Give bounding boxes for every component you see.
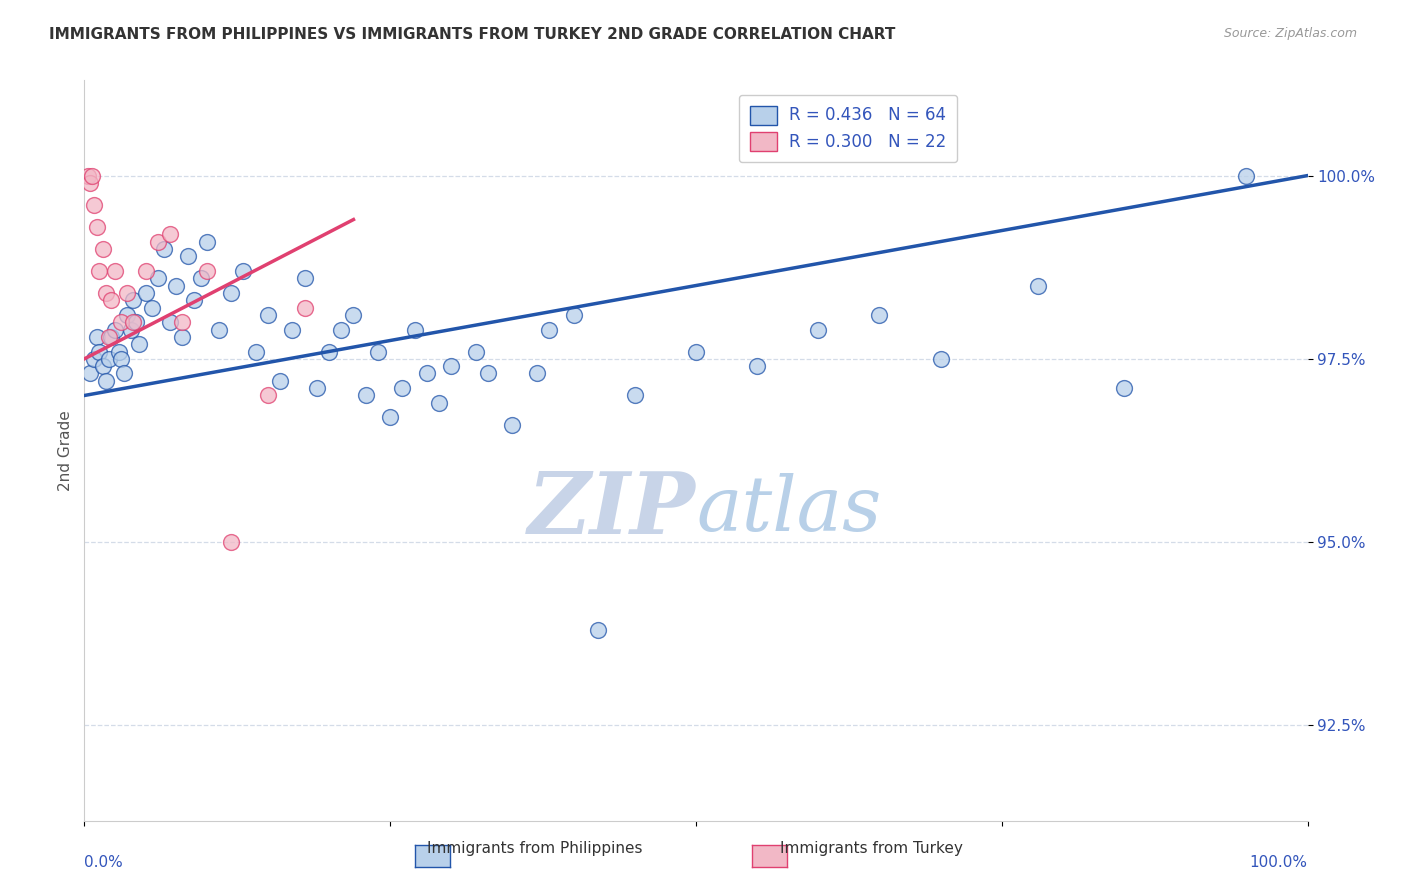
Point <box>165 278 187 293</box>
Point <box>404 322 426 336</box>
Point <box>77 169 100 183</box>
Point <box>100 293 122 308</box>
Point <box>96 374 118 388</box>
Point <box>367 344 389 359</box>
Point <box>128 337 150 351</box>
Point <box>257 388 280 402</box>
Point <box>929 351 952 366</box>
Point <box>125 315 148 329</box>
Point <box>354 388 377 402</box>
Point <box>141 301 163 315</box>
Point <box>122 315 145 329</box>
Point <box>294 271 316 285</box>
Point <box>122 293 145 308</box>
Point <box>245 344 267 359</box>
Point <box>172 330 194 344</box>
Point <box>1028 278 1050 293</box>
Point <box>281 322 304 336</box>
Point <box>416 367 439 381</box>
Point <box>440 359 463 373</box>
Point <box>104 264 127 278</box>
Point <box>391 381 413 395</box>
Point <box>685 344 707 359</box>
Point <box>91 242 114 256</box>
Point <box>624 388 647 402</box>
Point <box>269 374 291 388</box>
Point <box>91 359 114 373</box>
Point <box>96 285 118 300</box>
Point <box>1114 381 1136 395</box>
Point <box>100 330 122 344</box>
Point <box>195 235 218 249</box>
Point <box>83 198 105 212</box>
Text: Source: ZipAtlas.com: Source: ZipAtlas.com <box>1223 27 1357 40</box>
Point <box>464 344 486 359</box>
Point <box>177 249 200 263</box>
Point <box>183 293 205 308</box>
Point <box>97 330 120 344</box>
Text: 100.0%: 100.0% <box>1250 855 1308 871</box>
Point <box>305 381 328 395</box>
Point <box>1236 169 1258 183</box>
Text: atlas: atlas <box>696 473 882 547</box>
Point <box>80 169 103 183</box>
Text: Immigrants from Turkey: Immigrants from Turkey <box>780 841 963 856</box>
Point <box>502 417 524 432</box>
Point <box>83 351 105 366</box>
Point <box>115 285 138 300</box>
Y-axis label: 2nd Grade: 2nd Grade <box>58 410 73 491</box>
Legend: R = 0.436   N = 64, R = 0.300   N = 22: R = 0.436 N = 64, R = 0.300 N = 22 <box>740 95 957 161</box>
Point <box>190 271 212 285</box>
Point <box>538 322 561 336</box>
Point <box>135 264 157 278</box>
Point <box>562 308 585 322</box>
Point <box>120 322 142 336</box>
Point <box>86 219 108 234</box>
Point <box>869 308 891 322</box>
Point <box>586 623 609 637</box>
Point <box>79 176 101 190</box>
Point <box>97 351 120 366</box>
Point <box>232 264 254 278</box>
Point <box>257 308 280 322</box>
Text: Immigrants from Philippines: Immigrants from Philippines <box>426 841 643 856</box>
Point <box>87 344 110 359</box>
Point <box>219 285 242 300</box>
Point <box>172 315 194 329</box>
Point <box>318 344 340 359</box>
Point <box>135 285 157 300</box>
Point <box>110 315 132 329</box>
Point <box>807 322 830 336</box>
Point <box>112 367 135 381</box>
Point <box>526 367 548 381</box>
Point <box>146 271 169 285</box>
Point <box>208 322 231 336</box>
Point <box>79 367 101 381</box>
Point <box>110 351 132 366</box>
Text: IMMIGRANTS FROM PHILIPPINES VS IMMIGRANTS FROM TURKEY 2ND GRADE CORRELATION CHAR: IMMIGRANTS FROM PHILIPPINES VS IMMIGRANT… <box>49 27 896 42</box>
Point <box>294 301 316 315</box>
Text: ZIP: ZIP <box>529 468 696 551</box>
Point <box>195 264 218 278</box>
Point <box>146 235 169 249</box>
Point <box>159 315 181 329</box>
Point <box>153 242 176 256</box>
Point <box>477 367 499 381</box>
Point <box>427 396 450 410</box>
Point <box>342 308 364 322</box>
Point <box>107 344 129 359</box>
Point <box>115 308 138 322</box>
Point <box>747 359 769 373</box>
Text: 0.0%: 0.0% <box>84 855 124 871</box>
Point <box>330 322 353 336</box>
Point <box>159 227 181 242</box>
Point <box>86 330 108 344</box>
Point <box>380 410 402 425</box>
Point <box>219 535 242 549</box>
Point <box>104 322 127 336</box>
Point <box>87 264 110 278</box>
